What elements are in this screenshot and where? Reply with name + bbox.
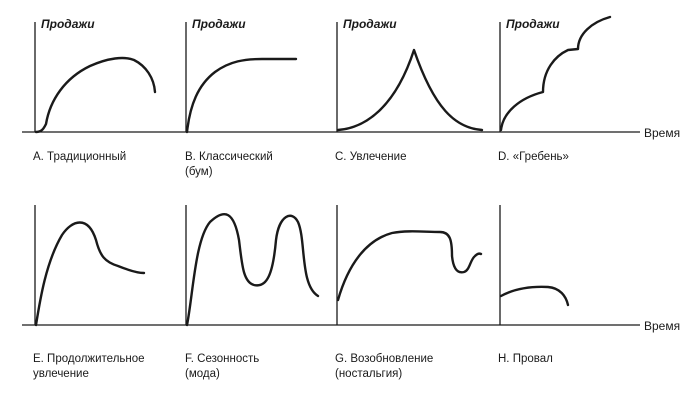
curve-a-traditional [34,56,157,134]
caption-b-line-2: (бум) [185,166,213,178]
caption-f-line-2: (мода) [185,368,220,380]
top-row-axes [22,22,640,133]
y-label-a: Продажи [41,17,95,31]
caption-c-line-1: C. Увлечение [335,151,406,163]
caption-g-line-1: G. Возобновление [335,353,433,365]
y-label-c: Продажи [343,17,397,31]
caption-h-line-1: H. Провал [498,353,553,365]
curve-e-extended-fad [34,221,146,327]
bottom-row-axes [22,205,640,326]
x-label-bottom: Время [644,319,680,333]
caption-f-line-1: F. Сезонность [185,353,259,365]
curve-g-revival [336,230,483,302]
caption-g-line-2: (ностальгия) [335,368,402,380]
captions: A. Традиционный B. Классический (бум) C.… [33,151,569,380]
caption-a-line-1: A. Традиционный [33,151,126,163]
curve-b-classic-boom [185,57,298,134]
curve-d-scalloped [499,15,612,132]
caption-e-line-1: E. Продолжительное [33,353,145,365]
caption-d-line-1: D. «Гребень» [498,151,569,163]
y-label-d: Продажи [506,17,560,31]
x-label-top: Время [644,126,680,140]
y-label-b: Продажи [192,17,246,31]
caption-b-line-1: B. Классический [185,151,273,163]
curve-c-fad [336,48,484,132]
curve-f-seasonal [185,212,320,327]
curve-h-failure [499,285,570,307]
caption-e-line-2: увлечение [33,368,89,380]
